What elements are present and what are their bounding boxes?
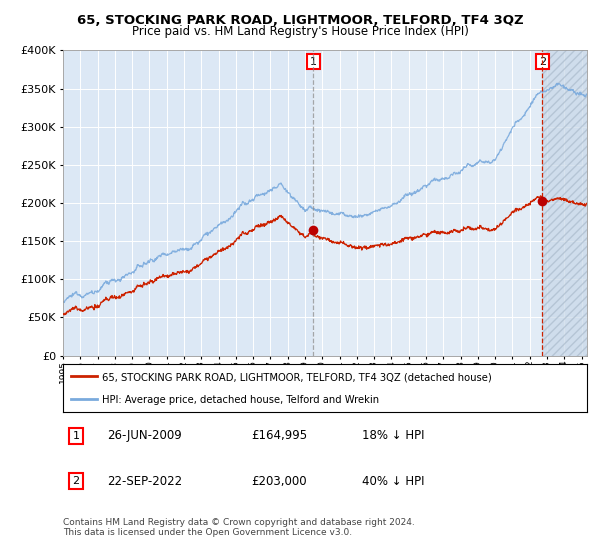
Text: 22-SEP-2022: 22-SEP-2022 bbox=[107, 474, 182, 488]
Text: 1: 1 bbox=[73, 431, 80, 441]
Text: Contains HM Land Registry data © Crown copyright and database right 2024.
This d: Contains HM Land Registry data © Crown c… bbox=[63, 518, 415, 538]
Text: 18% ↓ HPI: 18% ↓ HPI bbox=[362, 430, 424, 442]
Text: 2: 2 bbox=[539, 57, 546, 67]
Text: 1: 1 bbox=[310, 57, 317, 67]
Text: HPI: Average price, detached house, Telford and Wrekin: HPI: Average price, detached house, Telf… bbox=[102, 395, 379, 405]
Text: 65, STOCKING PARK ROAD, LIGHTMOOR, TELFORD, TF4 3QZ (detached house): 65, STOCKING PARK ROAD, LIGHTMOOR, TELFO… bbox=[102, 372, 492, 382]
Text: 2: 2 bbox=[73, 476, 80, 486]
Text: £164,995: £164,995 bbox=[251, 430, 308, 442]
Text: £203,000: £203,000 bbox=[251, 474, 307, 488]
Bar bbox=[542, 50, 587, 356]
Text: 40% ↓ HPI: 40% ↓ HPI bbox=[362, 474, 424, 488]
Bar bbox=[313, 50, 587, 356]
Text: 65, STOCKING PARK ROAD, LIGHTMOOR, TELFORD, TF4 3QZ: 65, STOCKING PARK ROAD, LIGHTMOOR, TELFO… bbox=[77, 14, 523, 27]
Text: Price paid vs. HM Land Registry's House Price Index (HPI): Price paid vs. HM Land Registry's House … bbox=[131, 25, 469, 38]
Text: 26-JUN-2009: 26-JUN-2009 bbox=[107, 430, 182, 442]
